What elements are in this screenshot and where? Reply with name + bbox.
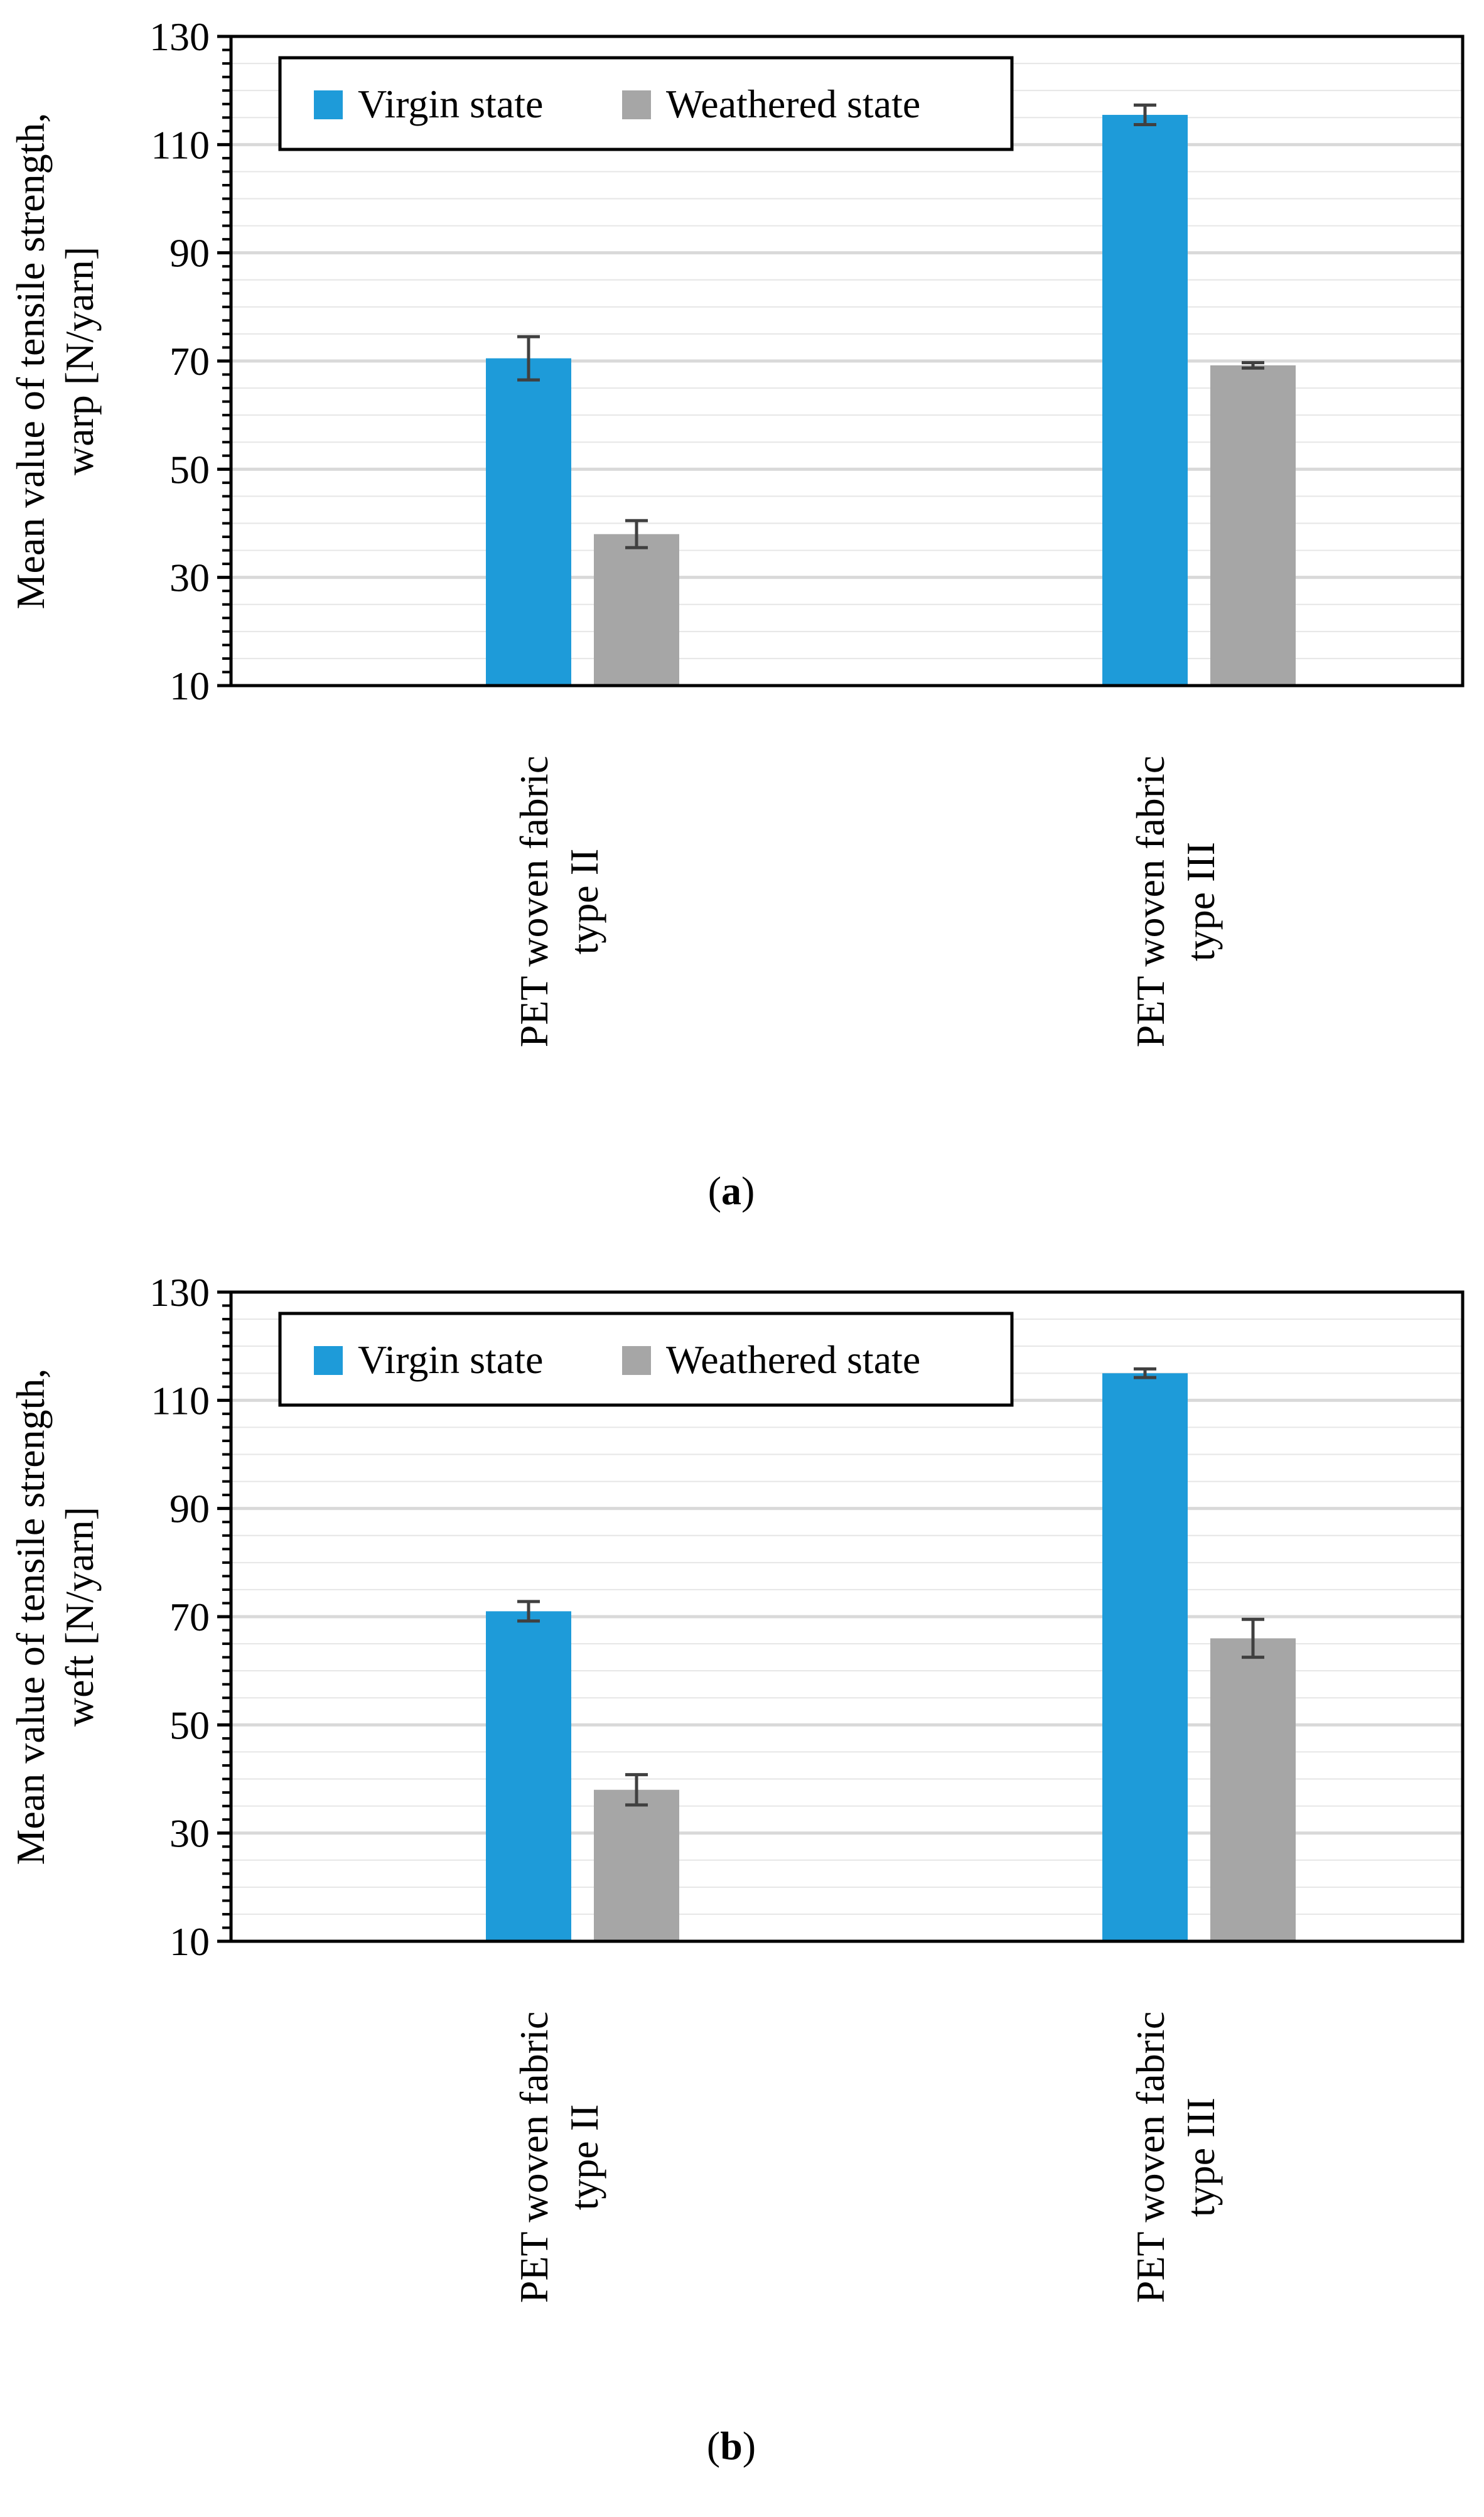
bar-virgin-1	[486, 1611, 571, 1941]
y-tick-label: 90	[169, 231, 210, 276]
y-tick-label: 50	[169, 1703, 210, 1747]
legend-swatch-weathered	[622, 1346, 651, 1375]
y-axis-title: Mean value of tensile strength, warp [N/y…	[8, 113, 102, 610]
bar-weathered-1	[594, 1789, 679, 1941]
legend-swatch-virgin	[314, 1346, 343, 1375]
y-tick-label: 90	[169, 1487, 210, 1531]
y-tick-label: 10	[169, 664, 210, 708]
panel-label-paren: (	[708, 1168, 721, 1213]
chart-panel-b: 10 30 50 70 90 110 130 Mean value of tensile st…	[8, 1270, 1465, 2468]
legend-swatch-virgin	[314, 90, 343, 119]
x-category-label-line: PET woven fabric	[1128, 2012, 1173, 2303]
x-category-label: PET woven fabric type III	[1128, 2012, 1223, 2303]
y-tick-label: 130	[149, 1270, 210, 1315]
y-tick-label: 10	[169, 1919, 210, 1964]
y-axis-title-line: weft [N/yarn]	[57, 1507, 102, 1727]
bar-weathered-1	[594, 534, 679, 686]
y-axis-title: Mean value of tensile strength, weft [N/y…	[8, 1369, 102, 1865]
y-tick-label: 50	[169, 447, 210, 492]
x-category-label-line: PET woven fabric	[512, 2012, 556, 2303]
legend-label-virgin: Virgin state	[358, 1337, 543, 1382]
x-category-label-line: PET woven fabric	[1128, 756, 1173, 1047]
x-category-label-line: PET woven fabric	[512, 756, 556, 1047]
bar-virgin-2	[1102, 114, 1188, 686]
bar-weathered-2	[1210, 365, 1296, 686]
legend-swatch-weathered	[622, 90, 651, 119]
bar-virgin-2	[1102, 1373, 1188, 1941]
y-axis-title-line: Mean value of tensile strength,	[8, 113, 53, 610]
x-category-label-line: type III	[1178, 842, 1223, 961]
y-tick-label: 110	[151, 122, 210, 167]
y-tick-label: 130	[149, 14, 210, 59]
panel-label-paren: )	[743, 2423, 756, 2468]
bar-virgin-1	[486, 358, 571, 686]
y-axis-title-line: warp [N/yarn]	[57, 247, 102, 475]
x-category-label: PET woven fabric type III	[1128, 756, 1223, 1047]
legend: Virgin state Weathered state	[278, 56, 1014, 151]
y-axis-title-line: Mean value of tensile strength,	[8, 1369, 53, 1865]
y-tick-label: 30	[169, 1811, 210, 1856]
panel-label: (b)	[707, 2423, 756, 2468]
panel-label-paren: (	[707, 2423, 720, 2468]
x-category-label-line: type II	[562, 2105, 606, 2211]
legend-label-weathered: Weathered state	[666, 1337, 920, 1382]
chart-panel-a: 10 30 50 70 90 110 130 Mean value of tensile st…	[8, 14, 1465, 1213]
panel-label: (a)	[708, 1168, 755, 1213]
y-tick-label: 30	[169, 556, 210, 600]
panel-label-paren: )	[741, 1168, 755, 1213]
x-category-label-line: type III	[1178, 2098, 1223, 2217]
legend-label-weathered: Weathered state	[666, 82, 920, 126]
x-category-label: PET woven fabric type II	[512, 756, 606, 1047]
y-tick-label: 110	[151, 1378, 210, 1423]
x-category-label: PET woven fabric type II	[512, 2012, 606, 2303]
panel-label-letter: a	[721, 1168, 741, 1213]
panel-label-letter: b	[720, 2423, 743, 2468]
y-tick-label: 70	[169, 339, 210, 384]
y-tick-label: 70	[169, 1595, 210, 1639]
legend-label-virgin: Virgin state	[358, 82, 543, 126]
x-category-label-line: type II	[562, 849, 606, 955]
bar-weathered-2	[1210, 1638, 1296, 1941]
legend: Virgin state Weathered state	[278, 1312, 1014, 1407]
